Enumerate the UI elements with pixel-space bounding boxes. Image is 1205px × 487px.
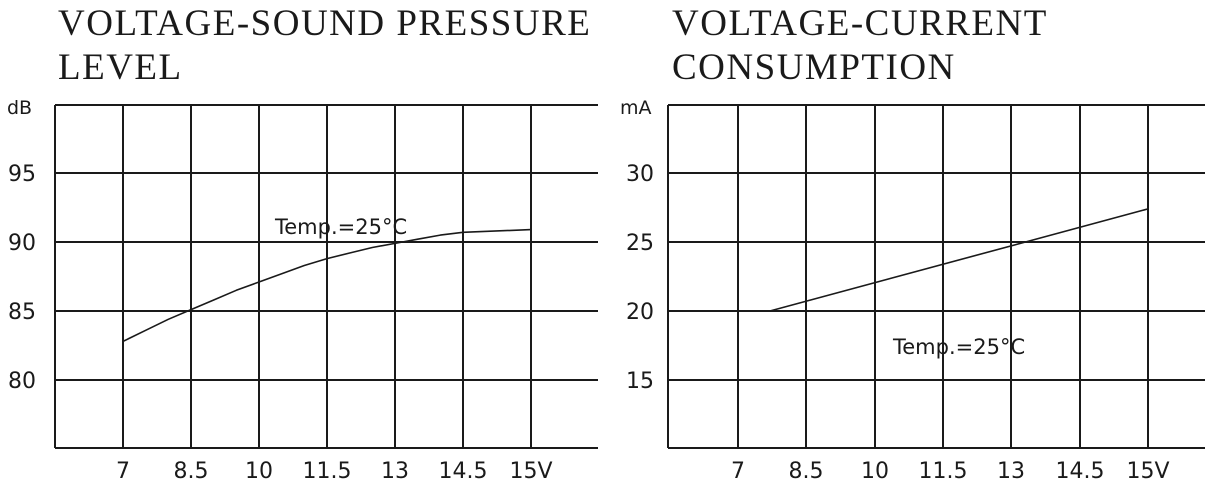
- y-tick-label: 90: [8, 231, 36, 256]
- y-tick-label: 80: [8, 369, 36, 394]
- x-tick-label: 10: [245, 459, 273, 484]
- title-line: VOLTAGE-CURRENT: [672, 3, 1048, 44]
- y-tick-label: 25: [626, 231, 654, 256]
- title-line: VOLTAGE-SOUND PRESSURE: [58, 3, 592, 44]
- title-line: LEVEL: [58, 47, 183, 88]
- x-tick-label: 8.5: [789, 459, 824, 484]
- x-tick-label: 11.5: [303, 459, 352, 484]
- x-tick-label: 14.5: [1056, 459, 1105, 484]
- chart-title-sound-pressure: VOLTAGE-SOUND PRESSURE LEVEL: [58, 2, 591, 90]
- y-tick-label: 15: [626, 369, 654, 394]
- x-tick-label: 7: [731, 459, 745, 484]
- x-tick-label: 13: [997, 459, 1025, 484]
- chart-title-current: VOLTAGE-CURRENT CONSUMPTION: [672, 2, 1048, 90]
- x-tick-label: 7: [116, 459, 130, 484]
- x-tick-label: 13: [381, 459, 409, 484]
- y-tick-label: 85: [8, 300, 36, 325]
- title-line: CONSUMPTION: [672, 47, 956, 88]
- y-unit-label: dB: [7, 97, 32, 119]
- series-line: [122, 228, 532, 343]
- y-unit-label: mA: [620, 97, 652, 119]
- series-line: [769, 208, 1149, 312]
- x-tick-label: 15V: [1126, 459, 1169, 484]
- y-tick-label: 30: [626, 162, 654, 187]
- chart-sound-pressure-panel: 7 8.5 10 11.5 13 14.5 15V 95 90 85 80 dB Temp.=25°C: [7, 97, 598, 484]
- temperature-annotation: Temp.=25°C: [892, 335, 1025, 359]
- y-tick-label: 20: [626, 300, 654, 325]
- x-tick-label: 10: [861, 459, 889, 484]
- chart-current-panel: 7 8.5 10 11.5 13 14.5 15V 30 25 20 15 mA Temp.=25°C: [620, 97, 1205, 484]
- temperature-annotation: Temp.=25°C: [274, 215, 407, 239]
- x-tick-label: 14.5: [439, 459, 488, 484]
- x-tick-label: 15V: [509, 459, 552, 484]
- x-tick-label: 8.5: [174, 459, 209, 484]
- y-tick-label: 95: [8, 162, 36, 187]
- x-tick-label: 11.5: [919, 459, 968, 484]
